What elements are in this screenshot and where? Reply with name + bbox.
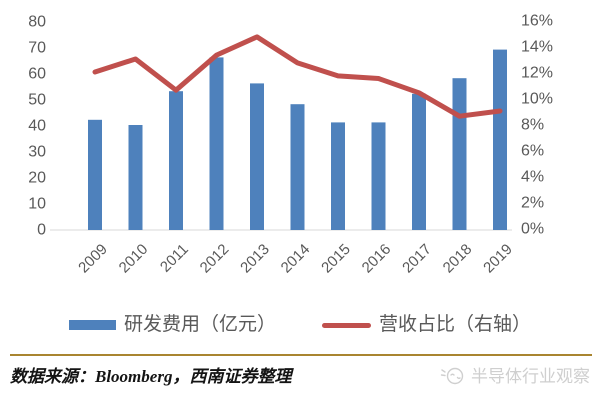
footer-divider [10, 354, 592, 356]
x-axis-label-2019: 2019 [480, 241, 516, 277]
right-axis-tick-6: 6% [521, 143, 544, 160]
x-axis-label-2012: 2012 [197, 241, 233, 277]
legend-line-swatch [322, 322, 371, 328]
right-axis-tick-4: 4% [521, 169, 544, 186]
right-axis-tick-14: 14% [521, 39, 553, 56]
bar-2014 [290, 104, 305, 230]
bar-2010 [128, 125, 143, 230]
right-axis-tick-0: 0% [521, 221, 544, 238]
left-axis-tick-30: 30 [28, 144, 46, 161]
left-axis-tick-10: 10 [28, 196, 46, 213]
bar-2009 [88, 119, 102, 230]
left-axis-tick-0: 0 [37, 222, 46, 239]
right-axis-tick-2: 2% [521, 195, 544, 212]
bar-2017 [412, 93, 426, 230]
bar-2019 [493, 49, 507, 230]
bar-2012 [209, 57, 224, 231]
left-axis-tick-40: 40 [28, 118, 46, 135]
bar-2011 [169, 91, 183, 230]
x-axis-label-2011: 2011 [157, 241, 192, 276]
bar-2018 [452, 78, 467, 230]
legend-bar-label: 研发费用（亿元） [123, 314, 276, 335]
left-axis-tick-60: 60 [28, 66, 46, 83]
x-axis-label-2017: 2017 [399, 241, 435, 277]
left-axis-tick-80: 80 [28, 14, 46, 31]
footer: 数据来源：Bloomberg，西南证券整理 半导体行业观察 [0, 362, 600, 387]
right-axis-tick-12: 12% [521, 65, 553, 82]
left-axis-tick-70: 70 [28, 40, 46, 57]
left-axis-tick-50: 50 [28, 92, 46, 109]
x-axis-label-2009: 2009 [75, 241, 111, 277]
left-axis-tick-20: 20 [28, 170, 46, 187]
bar-2015 [331, 122, 345, 230]
x-axis-label-2014: 2014 [278, 241, 314, 277]
x-axis-label-2016: 2016 [359, 241, 395, 277]
right-axis-tick-10: 10% [521, 91, 553, 108]
bar-2016 [371, 122, 386, 230]
right-axis-tick-8: 8% [521, 117, 544, 134]
revenue-ratio-line [92, 34, 503, 119]
chart-legend: 研发费用（亿元） 营收占比（右轴） [0, 312, 600, 338]
source-note: 数据来源：Bloomberg，西南证券整理 [10, 367, 292, 386]
bar-2013 [250, 83, 264, 231]
x-axis-label-2013: 2013 [237, 241, 273, 277]
watermark-logo-icon [440, 367, 464, 384]
x-axis-label-2018: 2018 [440, 241, 476, 277]
legend-bar-swatch [68, 320, 116, 330]
x-axis-label-2010: 2010 [116, 241, 152, 277]
combo-chart: 0 10 20 30 40 50 60 70 80 0% 2% 4% 6% 8% 10% 12% 14% 16% 2… [28, 13, 553, 277]
right-axis-tick-16: 16% [521, 13, 553, 30]
watermark-text: 半导体行业观察 [471, 367, 590, 386]
watermark: 半导体行业观察 [440, 362, 590, 387]
legend-line-label: 营收占比（右轴） [379, 314, 532, 335]
x-axis-label-2015: 2015 [318, 241, 354, 277]
